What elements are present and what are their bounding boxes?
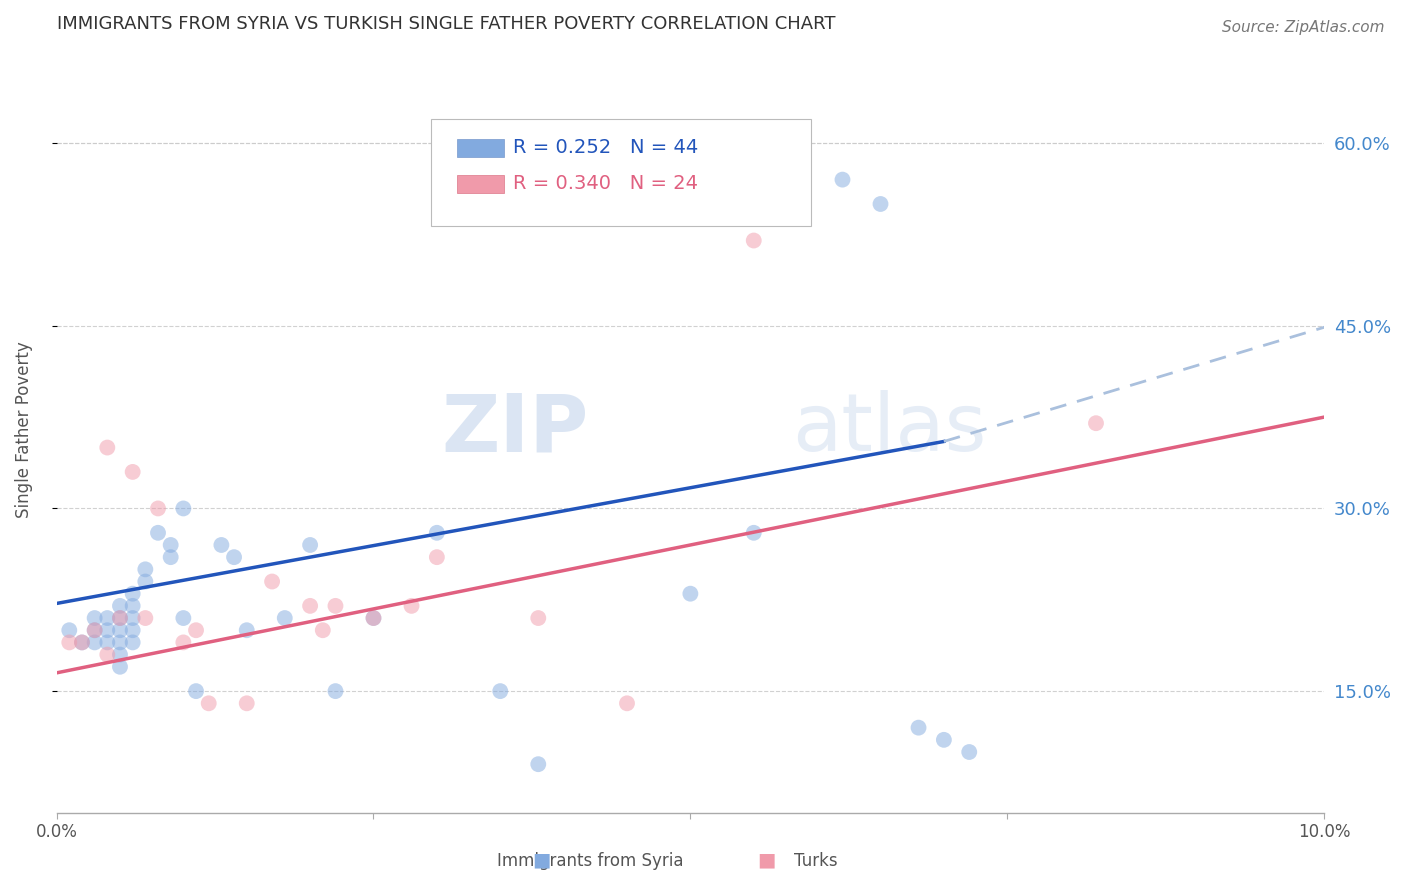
Point: [108, 635, 131, 649]
Point: [742, 234, 765, 248]
Point: [325, 684, 347, 698]
Text: ■: ■: [756, 851, 776, 870]
Point: [96, 624, 118, 638]
Point: [742, 525, 765, 540]
Point: [184, 684, 207, 698]
Point: [489, 684, 512, 698]
Text: atlas: atlas: [792, 391, 986, 468]
Point: [527, 757, 550, 772]
Point: [146, 525, 169, 540]
Point: [83, 635, 105, 649]
Point: [222, 550, 245, 565]
Point: [172, 611, 194, 625]
Text: IMMIGRANTS FROM SYRIA VS TURKISH SINGLE FATHER POVERTY CORRELATION CHART: IMMIGRANTS FROM SYRIA VS TURKISH SINGLE …: [56, 15, 835, 33]
Point: [957, 745, 980, 759]
Point: [426, 550, 449, 565]
Point: [616, 696, 638, 710]
Y-axis label: Single Father Poverty: Single Father Poverty: [15, 341, 32, 517]
Point: [184, 624, 207, 638]
Text: Source: ZipAtlas.com: Source: ZipAtlas.com: [1222, 20, 1385, 35]
Point: [209, 538, 232, 552]
Point: [312, 624, 335, 638]
Point: [134, 574, 156, 589]
Point: [1085, 416, 1108, 430]
Point: [96, 648, 118, 662]
Point: [159, 550, 181, 565]
Point: [108, 611, 131, 625]
Point: [134, 611, 156, 625]
Point: [426, 525, 449, 540]
Point: [197, 696, 219, 710]
Point: [70, 635, 93, 649]
Point: [83, 611, 105, 625]
Point: [83, 624, 105, 638]
Point: [172, 501, 194, 516]
Point: [235, 696, 257, 710]
Point: [134, 562, 156, 576]
Point: [907, 721, 929, 735]
Text: ■: ■: [531, 851, 551, 870]
Text: R = 0.340   N = 24: R = 0.340 N = 24: [513, 174, 697, 194]
Point: [96, 441, 118, 455]
Point: [235, 624, 257, 638]
Point: [401, 599, 423, 613]
Point: [831, 172, 853, 186]
Text: ZIP: ZIP: [441, 391, 589, 468]
Point: [121, 599, 143, 613]
Point: [159, 538, 181, 552]
Point: [363, 611, 385, 625]
FancyBboxPatch shape: [457, 138, 505, 157]
FancyBboxPatch shape: [457, 175, 505, 193]
Point: [262, 574, 284, 589]
Point: [146, 501, 169, 516]
Point: [108, 599, 131, 613]
FancyBboxPatch shape: [430, 119, 811, 226]
Point: [96, 635, 118, 649]
Point: [58, 635, 80, 649]
Point: [108, 624, 131, 638]
Point: [121, 587, 143, 601]
Point: [83, 624, 105, 638]
Point: [121, 635, 143, 649]
Text: Immigrants from Syria: Immigrants from Syria: [498, 852, 683, 870]
Point: [363, 611, 385, 625]
Point: [121, 611, 143, 625]
Point: [527, 611, 550, 625]
Point: [121, 624, 143, 638]
Point: [869, 197, 891, 211]
Text: R = 0.252   N = 44: R = 0.252 N = 44: [513, 138, 699, 157]
Point: [299, 599, 322, 613]
Point: [121, 465, 143, 479]
Point: [108, 611, 131, 625]
Point: [325, 599, 347, 613]
Point: [58, 624, 80, 638]
Point: [679, 587, 702, 601]
Point: [172, 635, 194, 649]
Text: Turks: Turks: [793, 852, 838, 870]
Point: [70, 635, 93, 649]
Point: [299, 538, 322, 552]
Point: [932, 732, 955, 747]
Point: [274, 611, 297, 625]
Point: [96, 611, 118, 625]
Point: [108, 648, 131, 662]
Point: [108, 659, 131, 673]
